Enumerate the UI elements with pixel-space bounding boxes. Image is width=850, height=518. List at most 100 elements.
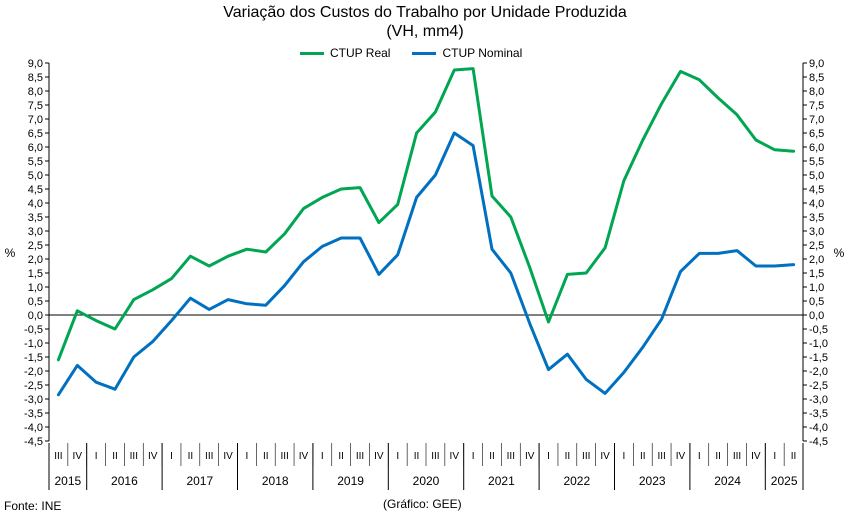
y-tick-label-left: -4,0 <box>24 422 43 434</box>
series-line-ctup-real <box>56 67 796 362</box>
quarter-label: I <box>547 451 550 462</box>
quarter-label: I <box>396 451 399 462</box>
y-tick-label-right: -4,0 <box>809 422 828 434</box>
y-axis-label-left: % <box>5 246 16 260</box>
y-tick-label-right: 9,0 <box>809 58 824 70</box>
quarter-label: III <box>507 451 515 462</box>
year-label: 2017 <box>186 474 213 488</box>
chart-legend: CTUP Real CTUP Nominal <box>300 46 522 60</box>
y-tick-label-right: -1,0 <box>809 338 828 350</box>
quarter-label: II <box>715 451 721 462</box>
y-tick-label-left: -1,5 <box>24 352 43 364</box>
y-tick-label-right: 4,5 <box>809 184 824 196</box>
quarter-label: II <box>489 451 495 462</box>
y-tick-label-left: -4,5 <box>24 436 43 448</box>
quarter-label: IV <box>299 451 309 462</box>
y-tick-label-right: -3,5 <box>809 408 828 420</box>
quarter-label: I <box>95 451 98 462</box>
y-tick-label-right: 3,0 <box>809 226 824 238</box>
year-label: 2019 <box>337 474 364 488</box>
quarter-label: II <box>791 451 797 462</box>
legend-swatch-nominal <box>412 51 437 55</box>
y-tick-label-left: 3,5 <box>28 212 43 224</box>
y-tick-label-right: 1,5 <box>809 268 824 280</box>
source-note: Fonte: INE <box>4 499 62 513</box>
y-tick-label-left: 5,5 <box>28 156 43 168</box>
y-tick-label-right: -2,5 <box>809 380 828 392</box>
y-tick-label-left: 6,5 <box>28 128 43 140</box>
quarter-label: I <box>321 451 324 462</box>
quarter-label: I <box>246 451 249 462</box>
quarter-label: IV <box>525 451 535 462</box>
y-tick-label-right: 6,0 <box>809 142 824 154</box>
quarter-label: I <box>773 451 776 462</box>
y-tick-label-left: 7,0 <box>28 114 43 126</box>
quarter-label: IV <box>450 451 460 462</box>
chart-credit: (Gráfico: GEE) <box>383 497 462 511</box>
y-tick-label-right: 5,5 <box>809 156 824 168</box>
chart-subtitle: (VH, mm4) <box>386 23 464 40</box>
y-tick-label-left: 4,5 <box>28 184 43 196</box>
quarter-label: II <box>565 451 571 462</box>
y-tick-label-right: 1,0 <box>809 282 824 294</box>
y-tick-label-right: 3,5 <box>809 212 824 224</box>
y-tick-label-right: 6,5 <box>809 128 824 140</box>
y-tick-label-left: 8,0 <box>28 86 43 98</box>
y-tick-label-right: -1,5 <box>809 352 828 364</box>
quarter-label: IV <box>73 451 83 462</box>
quarter-label: III <box>54 451 62 462</box>
year-label: 2025 <box>771 474 798 488</box>
year-label: 2020 <box>413 474 440 488</box>
quarter-label: III <box>657 451 665 462</box>
y-tick-label-right: 0,0 <box>809 310 824 322</box>
y-tick-label-left: 3,0 <box>28 226 43 238</box>
y-tick-label-right: 8,5 <box>809 72 824 84</box>
legend-item-real: CTUP Real <box>300 46 390 60</box>
y-tick-label-right: 7,5 <box>809 100 824 112</box>
legend-swatch-real <box>300 51 324 55</box>
quarter-label: IV <box>374 451 384 462</box>
y-tick-label-right: 5,0 <box>809 170 824 182</box>
quarter-label: II <box>263 451 269 462</box>
quarter-label: I <box>698 451 701 462</box>
year-label: 2023 <box>639 474 666 488</box>
y-tick-label-left: 1,0 <box>28 282 43 294</box>
year-label: 2018 <box>262 474 289 488</box>
legend-item-nominal: CTUP Nominal <box>412 46 522 60</box>
quarter-label: I <box>472 451 475 462</box>
y-tick-label-right: 8,0 <box>809 86 824 98</box>
y-tick-label-left: 2,0 <box>28 254 43 266</box>
y-tick-label-left: -0,5 <box>24 324 43 336</box>
legend-label-nominal: CTUP Nominal <box>442 46 523 60</box>
quarter-label: III <box>733 451 741 462</box>
quarter-label: II <box>338 451 344 462</box>
quarter-label: III <box>130 451 138 462</box>
y-tick-label-right: 7,0 <box>809 114 824 126</box>
y-tick-label-left: 5,0 <box>28 170 43 182</box>
quarter-label: I <box>170 451 173 462</box>
quarter-label: I <box>623 451 626 462</box>
quarter-label: III <box>431 451 439 462</box>
y-tick-label-left: 7,5 <box>28 100 43 112</box>
chart-title: Variação dos Custos do Trabalho por Unid… <box>223 4 627 21</box>
quarter-label: II <box>188 451 194 462</box>
y-tick-label-right: 0,5 <box>809 296 824 308</box>
quarter-label: II <box>640 451 646 462</box>
y-tick-label-left: 1,5 <box>28 268 43 280</box>
quarter-label: II <box>112 451 118 462</box>
y-tick-label-left: -3,0 <box>24 394 43 406</box>
y-tick-label-right: -0,5 <box>809 324 828 336</box>
year-label: 2021 <box>488 474 515 488</box>
y-tick-label-left: 4,0 <box>28 198 43 210</box>
y-tick-label-left: -1,0 <box>24 338 43 350</box>
legend-label-real: CTUP Real <box>330 46 391 60</box>
y-tick-label-right: -3,0 <box>809 394 828 406</box>
y-tick-label-left: 8,5 <box>28 72 43 84</box>
quarter-label: IV <box>676 451 686 462</box>
y-tick-label-right: -2,0 <box>809 366 828 378</box>
quarter-label: IV <box>223 451 233 462</box>
quarter-label: IV <box>600 451 610 462</box>
quarter-label: III <box>205 451 213 462</box>
quarter-label: III <box>280 451 288 462</box>
